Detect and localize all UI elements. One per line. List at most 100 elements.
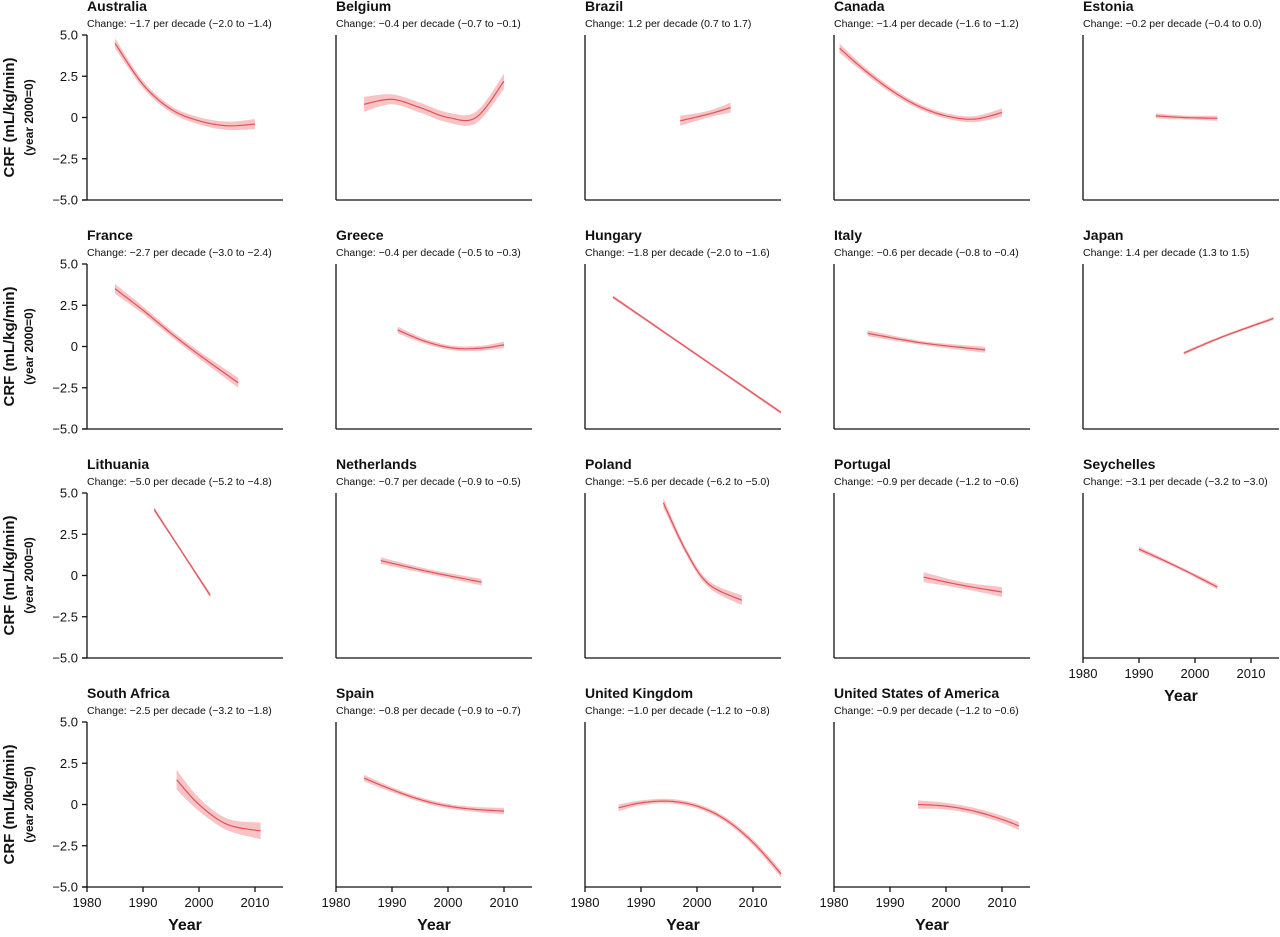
panel-title-belgium: Belgium — [336, 0, 391, 14]
x-tick-label: 1980 — [1069, 666, 1098, 681]
y-axis-label: CRF (mL/kg/min) — [1, 516, 18, 636]
y-tick-label: −2.5 — [52, 380, 78, 395]
panel-title-brazil: Brazil — [585, 0, 623, 14]
ci-band-italy — [867, 330, 986, 353]
y-tick-label: 5.0 — [60, 715, 78, 730]
y-tick-label: 0 — [71, 568, 78, 583]
panel-change-poland: Change: −5.6 per decade (−6.2 to −5.0) — [585, 476, 770, 488]
y-axis-label: CRF (mL/kg/min) — [1, 58, 18, 178]
trend-line-portugal — [923, 576, 1003, 593]
panel-change-united-kingdom: Change: −1.0 per decade (−1.2 to −0.8) — [585, 705, 770, 717]
y-tick-label: 2.5 — [60, 756, 78, 771]
panel-title-united-kingdom: United Kingdom — [585, 685, 693, 701]
x-axis-label: Year — [417, 917, 451, 934]
trend-line-france — [114, 288, 239, 384]
panel-title-estonia: Estonia — [1083, 0, 1134, 14]
ci-band-brazil — [680, 102, 731, 126]
trend-line-netherlands — [380, 560, 482, 583]
x-tick-label: 2000 — [1181, 666, 1210, 681]
panel-change-netherlands: Change: −0.7 per decade (−0.9 to −0.5) — [336, 476, 521, 488]
trend-line-italy — [867, 332, 986, 351]
x-tick-label: 2000 — [185, 895, 214, 910]
y-tick-label: −5.0 — [52, 193, 78, 208]
panel-change-spain: Change: −0.8 per decade (−0.9 to −0.7) — [336, 705, 521, 717]
y-tick-label: −2.5 — [52, 609, 78, 624]
trend-line-belgium — [363, 80, 505, 122]
panel-change-seychelles: Change: −3.1 per decade (−3.2 to −3.0) — [1083, 476, 1268, 488]
x-tick-label: 2010 — [1237, 666, 1266, 681]
x-axis-label: Year — [1164, 688, 1198, 705]
x-tick-label: 1990 — [378, 895, 407, 910]
y-tick-label: 5.0 — [60, 28, 78, 43]
ci-band-united-kingdom — [618, 798, 781, 878]
x-tick-label: 2000 — [683, 895, 712, 910]
ci-band-canada — [839, 43, 1002, 123]
y-tick-label: 0 — [71, 110, 78, 125]
ci-band-united-states-of-america — [918, 800, 1019, 831]
panel-change-canada: Change: −1.4 per decade (−1.6 to −1.2) — [834, 18, 1019, 30]
ci-band-seychelles — [1139, 546, 1218, 590]
x-tick-label: 2000 — [932, 895, 961, 910]
y-tick-label: −5.0 — [52, 880, 78, 895]
trend-line-united-states-of-america — [917, 803, 1020, 827]
x-tick-label: 2010 — [988, 895, 1017, 910]
y-tick-label: 2.5 — [60, 69, 78, 84]
trend-line-seychelles — [1138, 548, 1218, 588]
trend-line-greece — [397, 329, 505, 350]
y-tick-label: −2.5 — [52, 838, 78, 853]
x-tick-label: 2010 — [490, 895, 519, 910]
x-tick-label: 1980 — [73, 895, 102, 910]
y-tick-label: 0 — [71, 339, 78, 354]
x-tick-label: 2010 — [241, 895, 270, 910]
panel-change-lithuania: Change: −5.0 per decade (−5.2 to −4.8) — [87, 476, 272, 488]
panel-title-lithuania: Lithuania — [87, 456, 149, 472]
panel-change-south-africa: Change: −2.5 per decade (−3.2 to −1.8) — [87, 705, 272, 717]
y-tick-label: −2.5 — [52, 151, 78, 166]
panel-change-italy: Change: −0.6 per decade (−0.8 to −0.4) — [834, 247, 1019, 259]
panel-title-united-states-of-america: United States of America — [834, 685, 999, 701]
panel-title-portugal: Portugal — [834, 456, 891, 472]
x-tick-label: 1990 — [129, 895, 158, 910]
panel-title-canada: Canada — [834, 0, 885, 14]
panel-change-brazil: Change: 1.2 per decade (0.7 to 1.7) — [585, 18, 751, 30]
panel-change-estonia: Change: −0.2 per decade (−0.4 to 0.0) — [1083, 18, 1262, 30]
y-axis-label: CRF (mL/kg/min) — [1, 745, 18, 865]
x-tick-label: 1980 — [571, 895, 600, 910]
panel-change-belgium: Change: −0.4 per decade (−0.7 to −0.1) — [336, 18, 521, 30]
ci-band-france — [115, 283, 239, 388]
y-tick-label: 0 — [71, 797, 78, 812]
trend-line-brazil — [680, 107, 731, 122]
trend-line-poland — [662, 502, 743, 601]
panel-change-japan: Change: 1.4 per decade (1.3 to 1.5) — [1083, 247, 1249, 259]
trend-line-australia — [114, 42, 256, 127]
trend-line-spain — [363, 777, 505, 812]
y-tick-label: −5.0 — [52, 422, 78, 437]
panel-title-south-africa: South Africa — [87, 685, 170, 701]
y-tick-label: 2.5 — [60, 527, 78, 542]
x-tick-label: 1980 — [322, 895, 351, 910]
trend-line-canada — [839, 47, 1003, 120]
y-tick-label: 5.0 — [60, 257, 78, 272]
panel-title-seychelles: Seychelles — [1083, 456, 1156, 472]
panel-change-hungary: Change: −1.8 per decade (−2.0 to −1.6) — [585, 247, 770, 259]
panel-title-australia: Australia — [87, 0, 147, 14]
x-tick-label: 2010 — [739, 895, 768, 910]
y-axis-sublabel: (year 2000=0) — [22, 766, 36, 842]
x-axis-label: Year — [168, 917, 202, 934]
x-tick-label: 1990 — [1125, 666, 1154, 681]
x-tick-label: 1990 — [876, 895, 905, 910]
x-axis-label: Year — [915, 917, 949, 934]
y-tick-label: 2.5 — [60, 298, 78, 313]
panel-change-united-states-of-america: Change: −0.9 per decade (−1.2 to −0.6) — [834, 705, 1019, 717]
ci-band-south-africa — [176, 769, 261, 840]
trend-line-south-africa — [176, 779, 261, 832]
ci-band-spain — [364, 774, 504, 815]
y-tick-label: −5.0 — [52, 651, 78, 666]
panel-title-poland: Poland — [585, 456, 632, 472]
ci-band-poland — [663, 497, 742, 606]
panel-change-portugal: Change: −0.9 per decade (−1.2 to −0.6) — [834, 476, 1019, 488]
trend-line-lithuania — [153, 509, 211, 596]
x-axis-label: Year — [666, 917, 700, 934]
ci-band-netherlands — [380, 557, 482, 586]
ci-band-japan — [1183, 316, 1274, 355]
